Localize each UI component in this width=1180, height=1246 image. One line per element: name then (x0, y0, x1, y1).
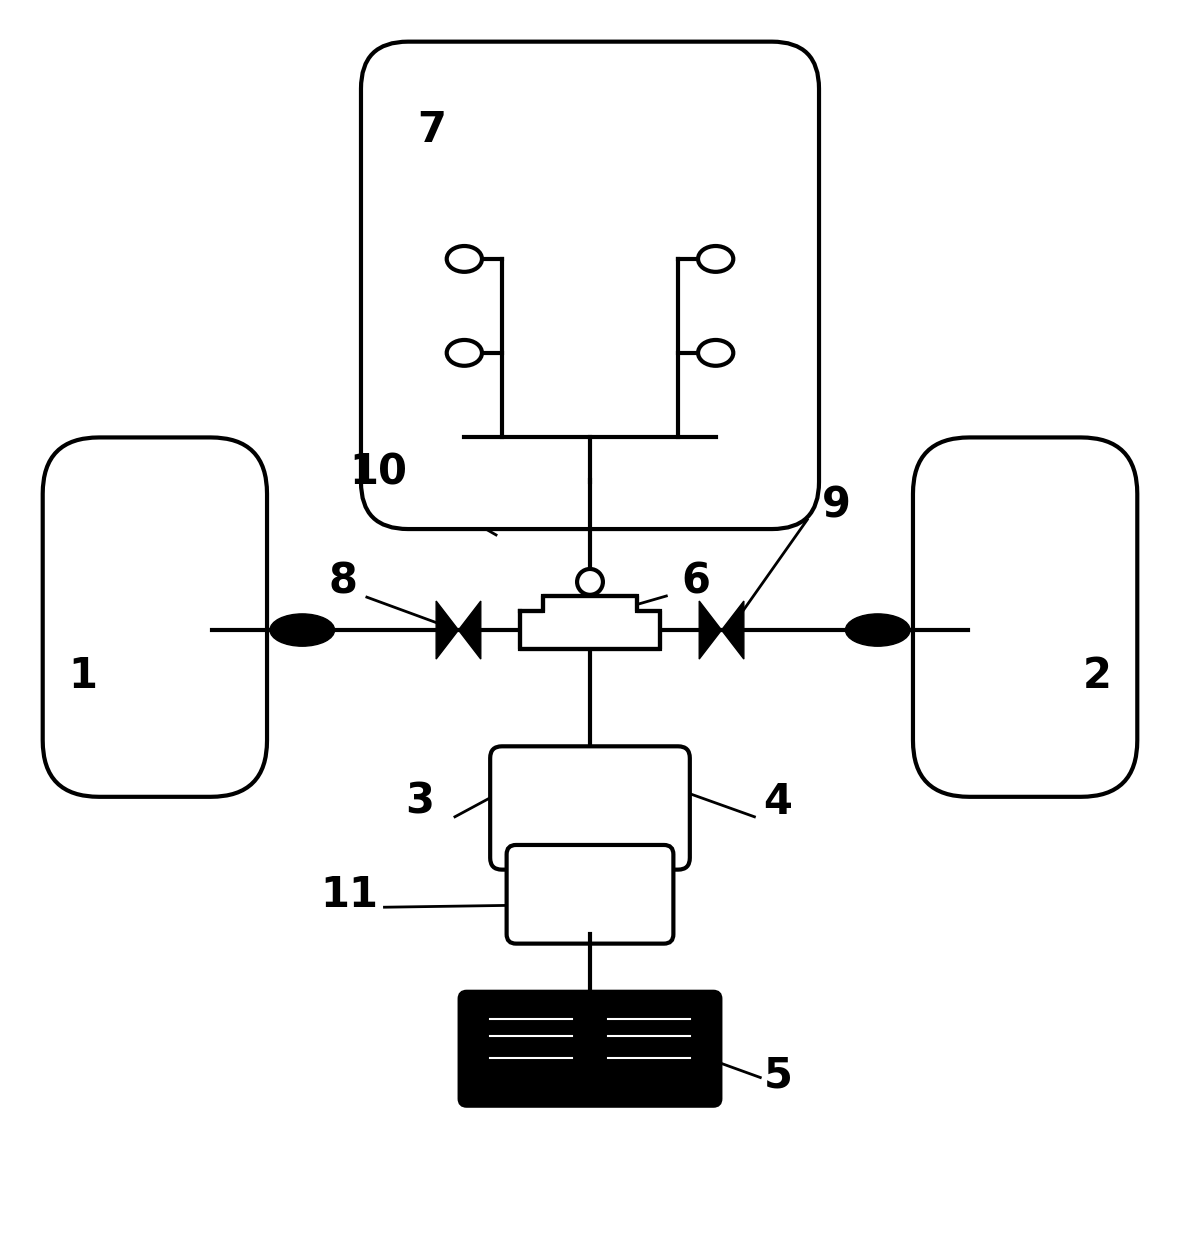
Text: 9: 9 (822, 485, 851, 527)
FancyBboxPatch shape (490, 746, 690, 870)
FancyBboxPatch shape (506, 845, 674, 943)
Text: 8: 8 (329, 561, 358, 603)
Text: 1: 1 (68, 655, 97, 697)
Ellipse shape (270, 614, 335, 647)
Text: 5: 5 (763, 1054, 792, 1096)
Polygon shape (437, 601, 459, 659)
Ellipse shape (845, 614, 910, 647)
Text: 3: 3 (405, 780, 434, 822)
Ellipse shape (699, 340, 733, 366)
FancyBboxPatch shape (460, 992, 720, 1105)
Polygon shape (459, 601, 480, 659)
Ellipse shape (699, 245, 733, 272)
Text: 4: 4 (763, 780, 792, 822)
FancyBboxPatch shape (913, 437, 1138, 797)
Ellipse shape (447, 245, 481, 272)
Text: 11: 11 (320, 875, 379, 917)
Text: 10: 10 (349, 451, 407, 493)
Ellipse shape (447, 340, 481, 366)
Text: 2: 2 (1083, 655, 1112, 697)
Polygon shape (700, 601, 721, 659)
FancyBboxPatch shape (42, 437, 267, 797)
Polygon shape (519, 596, 661, 649)
Circle shape (577, 569, 603, 594)
FancyBboxPatch shape (361, 41, 819, 530)
Text: 6: 6 (681, 561, 710, 603)
Text: 7: 7 (417, 108, 446, 151)
Polygon shape (721, 601, 743, 659)
